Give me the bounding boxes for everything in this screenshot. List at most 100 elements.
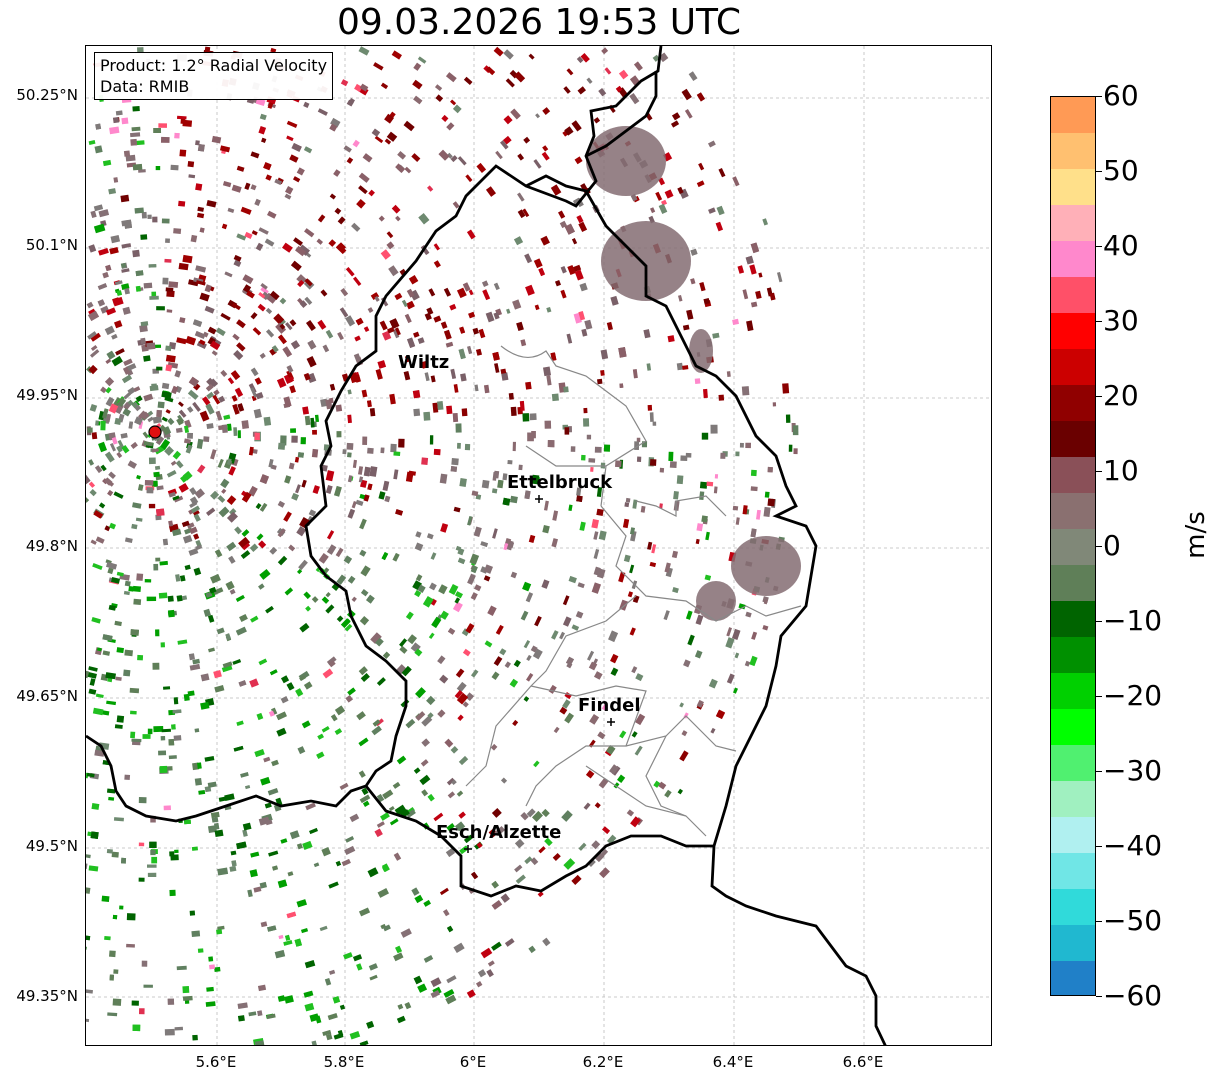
echo-pixel: [347, 414, 352, 424]
echo-pixel: [376, 821, 385, 828]
echo-pixel: [369, 408, 376, 417]
echo-pixel: [423, 411, 431, 421]
echo-pixel: [340, 618, 351, 629]
echo-pixel: [696, 92, 705, 102]
echo-pixel: [792, 425, 799, 436]
echo-pixel: [352, 459, 358, 469]
colorbar-segment: [1051, 349, 1095, 386]
echo-pixel: [359, 794, 371, 804]
echo-pixel: [322, 1029, 332, 1037]
lat-tick-label: 49.65°N: [16, 687, 78, 705]
echo-pixel: [520, 811, 529, 821]
echo-pixel: [570, 446, 576, 452]
echo-pixel: [701, 432, 709, 440]
echo-pixel: [320, 289, 328, 297]
echo-pixel: [114, 620, 122, 627]
echo-pixel: [393, 952, 404, 962]
echo-pixel: [242, 822, 252, 831]
echo-pixel: [374, 135, 384, 144]
echo-pixel: [90, 539, 97, 545]
echo-pixel: [90, 210, 97, 219]
echo-pixel: [633, 61, 643, 72]
echo-pixel: [91, 616, 101, 624]
echo-pixel: [116, 571, 124, 577]
echo-pixel: [187, 406, 194, 413]
echo-pixel: [443, 329, 452, 340]
echo-pixel: [636, 456, 642, 462]
echo-pixel: [663, 610, 670, 621]
echo-pixel: [277, 500, 285, 508]
echo-pixel: [636, 437, 641, 443]
echo-pixel: [257, 1010, 263, 1017]
echo-pixel: [451, 457, 459, 466]
echo-pixel: [574, 156, 583, 165]
echo-pixel: [204, 786, 212, 793]
echo-pixel: [538, 267, 546, 277]
echo-pixel: [428, 288, 436, 297]
echo-pixel: [279, 297, 287, 305]
echo-pixel: [199, 227, 205, 233]
echo-pixel: [413, 95, 423, 105]
echo-pixel: [682, 365, 689, 370]
echo-pixel: [116, 290, 123, 297]
echo-pixel: [234, 526, 242, 535]
echo-pixel: [108, 403, 119, 414]
echo-pixel: [452, 104, 462, 114]
echo-pixel: [155, 165, 161, 171]
echo-pixel: [124, 580, 131, 587]
echo-pixel: [155, 508, 165, 517]
echo-pixel: [596, 486, 603, 498]
map-title: 09.03.2026 19:53 UTC: [336, 2, 742, 43]
echo-pixel: [659, 503, 663, 509]
echo-pixel: [715, 709, 726, 720]
echo-pixel: [276, 711, 287, 721]
echo-pixel: [630, 193, 638, 202]
echo-pixel: [277, 879, 288, 889]
echo-pixel: [618, 347, 627, 358]
echo-pixel: [295, 688, 304, 697]
echo-pixel: [354, 83, 363, 92]
echo-pixel: [464, 443, 471, 451]
map-plot-area[interactable]: [85, 45, 992, 1046]
echo-pixel: [260, 921, 268, 928]
echo-pixel: [217, 495, 226, 503]
echo-pixel: [476, 842, 483, 849]
gridlines: [86, 46, 991, 1045]
echo-pixel: [394, 292, 403, 301]
echo-pixel: [576, 56, 584, 64]
echo-pixel: [135, 270, 144, 277]
echo-cluster: [586, 126, 666, 196]
echo-pixel: [160, 136, 170, 143]
echo-pixel: [625, 497, 631, 503]
echo-pixel: [676, 475, 684, 485]
echo-pixel: [194, 728, 200, 733]
echo-pixel: [182, 534, 193, 544]
echo-pixel: [164, 396, 174, 403]
echo-pixel: [89, 489, 97, 497]
echo-pixel: [194, 330, 206, 340]
echo-pixel: [140, 321, 149, 327]
echo-pixel: [486, 969, 494, 978]
echo-pixel: [188, 548, 199, 556]
echo-pixel: [100, 386, 107, 394]
echo-pixel: [542, 937, 551, 947]
echo-pixel: [263, 756, 271, 763]
echo-pixel: [354, 374, 361, 383]
echo-pixel: [259, 113, 267, 121]
velocity-colorbar: [1050, 96, 1096, 996]
echo-pixel: [384, 495, 391, 503]
echo-pixel: [649, 412, 654, 422]
echo-pixel: [369, 466, 378, 477]
echo-pixel: [197, 144, 205, 152]
echo-pixel: [686, 309, 694, 320]
echo-pixel: [116, 715, 125, 723]
echo-pixel: [685, 610, 693, 620]
echo-pixel: [221, 488, 227, 494]
echo-pixel: [274, 949, 286, 959]
echo-pixel: [87, 427, 93, 433]
echo-pixel: [312, 429, 317, 435]
echo-pixel: [227, 207, 235, 213]
echo-pixel: [439, 674, 449, 684]
echo-pixel: [105, 307, 117, 316]
echo-pixel: [193, 510, 200, 516]
